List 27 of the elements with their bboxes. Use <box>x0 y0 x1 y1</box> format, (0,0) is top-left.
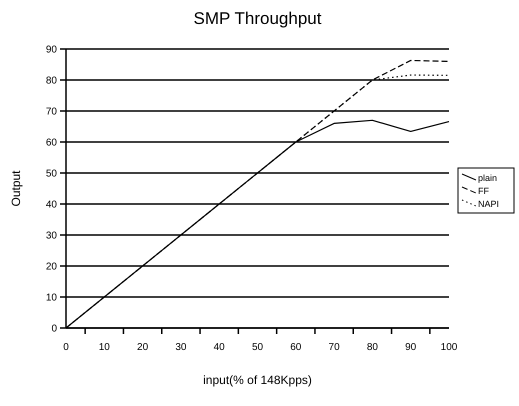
x-tick-label: 70 <box>328 342 340 353</box>
legend-label: NAPI <box>478 199 500 209</box>
y-tick-label: 30 <box>46 230 58 242</box>
y-axis-title: Output <box>9 170 23 207</box>
x-axis-title: input(% of 148Kpps) <box>203 373 312 387</box>
legend-label: plain <box>478 173 498 183</box>
chart-title: SMP Throughput <box>194 9 322 28</box>
y-tick-label: 50 <box>46 168 58 180</box>
y-tick-label: 0 <box>51 324 58 334</box>
y-tick-label: 10 <box>46 292 58 304</box>
y-tick-label: 40 <box>46 200 58 210</box>
x-tick-label: 90 <box>405 342 417 353</box>
x-tick-label: 100 <box>440 342 458 353</box>
y-tick-label: 20 <box>46 262 58 272</box>
x-tick-label: 80 <box>366 342 378 353</box>
y-tick-label: 80 <box>46 76 58 86</box>
x-tick-label: 20 <box>137 342 149 353</box>
x-tick-label: 10 <box>98 342 110 353</box>
legend-label: FF <box>478 186 490 196</box>
y-tick-label: 70 <box>46 106 58 118</box>
x-tick-label: 0 <box>63 342 70 353</box>
x-tick-label: 30 <box>175 342 187 353</box>
x-tick-label: 60 <box>290 342 302 353</box>
x-tick-label: 40 <box>214 342 226 353</box>
y-tick-label: 60 <box>46 138 58 148</box>
y-tick-label: 90 <box>46 44 58 56</box>
x-tick-label: 50 <box>252 342 264 353</box>
